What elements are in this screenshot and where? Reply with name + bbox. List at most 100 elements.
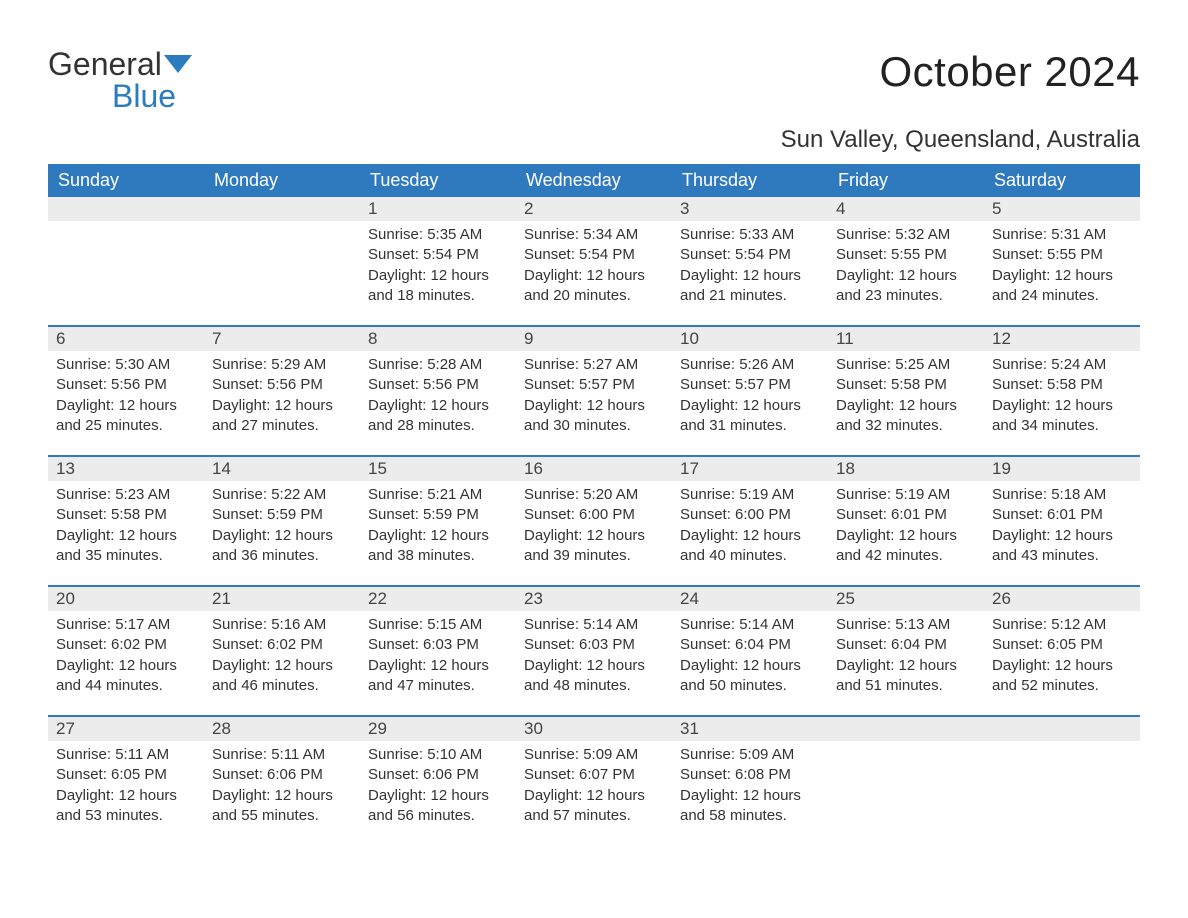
day-details: Sunrise: 5:26 AMSunset: 5:57 PMDaylight:… (672, 351, 828, 436)
day-cell: 28Sunrise: 5:11 AMSunset: 6:06 PMDayligh… (204, 717, 360, 845)
daylight-text-1: Daylight: 12 hours (680, 526, 820, 546)
day-number: 5 (984, 197, 1140, 221)
sunset-text: Sunset: 6:02 PM (212, 635, 352, 655)
day-cell: 7Sunrise: 5:29 AMSunset: 5:56 PMDaylight… (204, 327, 360, 455)
sunrise-text: Sunrise: 5:25 AM (836, 355, 976, 375)
day-details: Sunrise: 5:10 AMSunset: 6:06 PMDaylight:… (360, 741, 516, 826)
daylight-text-1: Daylight: 12 hours (212, 656, 352, 676)
daylight-text-2: and 28 minutes. (368, 416, 508, 436)
daylight-text-2: and 46 minutes. (212, 676, 352, 696)
daylight-text-1: Daylight: 12 hours (680, 266, 820, 286)
daylight-text-1: Daylight: 12 hours (680, 396, 820, 416)
daylight-text-1: Daylight: 12 hours (524, 656, 664, 676)
day-details: Sunrise: 5:19 AMSunset: 6:00 PMDaylight:… (672, 481, 828, 566)
day-number: 12 (984, 327, 1140, 351)
day-cell: 13Sunrise: 5:23 AMSunset: 5:58 PMDayligh… (48, 457, 204, 585)
brand-part2: Blue (112, 78, 176, 114)
sunset-text: Sunset: 5:56 PM (56, 375, 196, 395)
daylight-text-2: and 53 minutes. (56, 806, 196, 826)
daylight-text-2: and 32 minutes. (836, 416, 976, 436)
day-details: Sunrise: 5:32 AMSunset: 5:55 PMDaylight:… (828, 221, 984, 306)
sunrise-text: Sunrise: 5:14 AM (524, 615, 664, 635)
daylight-text-2: and 51 minutes. (836, 676, 976, 696)
day-number: 8 (360, 327, 516, 351)
brand-part1: General (48, 46, 162, 82)
day-number (204, 197, 360, 221)
sunrise-text: Sunrise: 5:13 AM (836, 615, 976, 635)
sunset-text: Sunset: 6:02 PM (56, 635, 196, 655)
daylight-text-1: Daylight: 12 hours (680, 656, 820, 676)
day-number: 3 (672, 197, 828, 221)
sunset-text: Sunset: 6:03 PM (524, 635, 664, 655)
day-details: Sunrise: 5:22 AMSunset: 5:59 PMDaylight:… (204, 481, 360, 566)
header-tuesday: Tuesday (360, 164, 516, 197)
daylight-text-2: and 40 minutes. (680, 546, 820, 566)
day-cell-empty (984, 717, 1140, 845)
sunrise-text: Sunrise: 5:24 AM (992, 355, 1132, 375)
day-cell: 2Sunrise: 5:34 AMSunset: 5:54 PMDaylight… (516, 197, 672, 325)
day-number: 23 (516, 587, 672, 611)
calendar-week: 1Sunrise: 5:35 AMSunset: 5:54 PMDaylight… (48, 197, 1140, 325)
calendar-week: 27Sunrise: 5:11 AMSunset: 6:05 PMDayligh… (48, 715, 1140, 845)
day-details: Sunrise: 5:13 AMSunset: 6:04 PMDaylight:… (828, 611, 984, 696)
day-cell: 10Sunrise: 5:26 AMSunset: 5:57 PMDayligh… (672, 327, 828, 455)
daylight-text-1: Daylight: 12 hours (56, 526, 196, 546)
sunset-text: Sunset: 5:59 PM (212, 505, 352, 525)
header-friday: Friday (828, 164, 984, 197)
day-details: Sunrise: 5:21 AMSunset: 5:59 PMDaylight:… (360, 481, 516, 566)
daylight-text-2: and 56 minutes. (368, 806, 508, 826)
sunrise-text: Sunrise: 5:31 AM (992, 225, 1132, 245)
sunset-text: Sunset: 5:54 PM (680, 245, 820, 265)
daylight-text-2: and 24 minutes. (992, 286, 1132, 306)
day-details: Sunrise: 5:19 AMSunset: 6:01 PMDaylight:… (828, 481, 984, 566)
daylight-text-1: Daylight: 12 hours (524, 786, 664, 806)
daylight-text-2: and 52 minutes. (992, 676, 1132, 696)
header-sunday: Sunday (48, 164, 204, 197)
daylight-text-2: and 48 minutes. (524, 676, 664, 696)
day-number: 2 (516, 197, 672, 221)
day-number: 13 (48, 457, 204, 481)
sunrise-text: Sunrise: 5:09 AM (524, 745, 664, 765)
sunrise-text: Sunrise: 5:21 AM (368, 485, 508, 505)
calendar-week: 6Sunrise: 5:30 AMSunset: 5:56 PMDaylight… (48, 325, 1140, 455)
day-number: 10 (672, 327, 828, 351)
sunset-text: Sunset: 6:01 PM (992, 505, 1132, 525)
day-number: 25 (828, 587, 984, 611)
sunrise-text: Sunrise: 5:33 AM (680, 225, 820, 245)
day-number: 4 (828, 197, 984, 221)
day-cell: 19Sunrise: 5:18 AMSunset: 6:01 PMDayligh… (984, 457, 1140, 585)
day-number: 9 (516, 327, 672, 351)
day-cell: 12Sunrise: 5:24 AMSunset: 5:58 PMDayligh… (984, 327, 1140, 455)
day-details: Sunrise: 5:34 AMSunset: 5:54 PMDaylight:… (516, 221, 672, 306)
day-cell: 17Sunrise: 5:19 AMSunset: 6:00 PMDayligh… (672, 457, 828, 585)
daylight-text-1: Daylight: 12 hours (992, 526, 1132, 546)
daylight-text-2: and 30 minutes. (524, 416, 664, 436)
day-details: Sunrise: 5:12 AMSunset: 6:05 PMDaylight:… (984, 611, 1140, 696)
header-wednesday: Wednesday (516, 164, 672, 197)
day-details: Sunrise: 5:09 AMSunset: 6:08 PMDaylight:… (672, 741, 828, 826)
day-cell: 11Sunrise: 5:25 AMSunset: 5:58 PMDayligh… (828, 327, 984, 455)
day-details: Sunrise: 5:18 AMSunset: 6:01 PMDaylight:… (984, 481, 1140, 566)
brand-logo: General Blue (48, 48, 198, 112)
sunset-text: Sunset: 6:05 PM (56, 765, 196, 785)
day-details: Sunrise: 5:20 AMSunset: 6:00 PMDaylight:… (516, 481, 672, 566)
day-details: Sunrise: 5:09 AMSunset: 6:07 PMDaylight:… (516, 741, 672, 826)
day-number: 26 (984, 587, 1140, 611)
daylight-text-1: Daylight: 12 hours (368, 526, 508, 546)
daylight-text-1: Daylight: 12 hours (212, 526, 352, 546)
day-details: Sunrise: 5:15 AMSunset: 6:03 PMDaylight:… (360, 611, 516, 696)
sunrise-text: Sunrise: 5:20 AM (524, 485, 664, 505)
calendar-week: 20Sunrise: 5:17 AMSunset: 6:02 PMDayligh… (48, 585, 1140, 715)
daylight-text-2: and 34 minutes. (992, 416, 1132, 436)
day-cell: 9Sunrise: 5:27 AMSunset: 5:57 PMDaylight… (516, 327, 672, 455)
day-details: Sunrise: 5:14 AMSunset: 6:03 PMDaylight:… (516, 611, 672, 696)
daylight-text-1: Daylight: 12 hours (992, 656, 1132, 676)
sunset-text: Sunset: 5:58 PM (992, 375, 1132, 395)
day-number: 14 (204, 457, 360, 481)
calendar-week: 13Sunrise: 5:23 AMSunset: 5:58 PMDayligh… (48, 455, 1140, 585)
sunset-text: Sunset: 5:55 PM (836, 245, 976, 265)
header-saturday: Saturday (984, 164, 1140, 197)
day-details: Sunrise: 5:28 AMSunset: 5:56 PMDaylight:… (360, 351, 516, 436)
day-cell: 1Sunrise: 5:35 AMSunset: 5:54 PMDaylight… (360, 197, 516, 325)
day-number: 30 (516, 717, 672, 741)
